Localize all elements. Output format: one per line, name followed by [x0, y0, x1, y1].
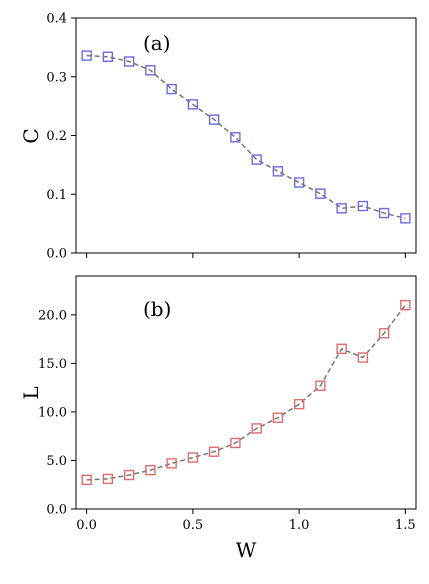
panel-label: (a)	[143, 31, 171, 55]
data-point	[272, 412, 284, 423]
data-point	[102, 51, 114, 62]
data-point	[230, 132, 241, 143]
data-point	[208, 446, 220, 457]
markers	[81, 299, 411, 486]
ticks: 0.0 0.1 0.2 0.3 0.4	[46, 12, 406, 262]
markers	[81, 50, 411, 224]
data-point	[123, 56, 135, 67]
y-axis-title: C	[19, 128, 43, 143]
panel-b: 0.0 0.5 1.0 1.5 0.0 5.0 10.0 15.0 20.0 (b) L W	[19, 275, 417, 562]
data-point	[81, 474, 92, 486]
x-tick-label: 1.0	[289, 518, 310, 533]
data-point	[187, 452, 199, 463]
data-point	[357, 200, 369, 212]
data-point	[81, 50, 92, 61]
series-line	[86, 304, 406, 481]
data-point	[230, 437, 241, 449]
data-point	[315, 380, 326, 391]
y-axis-title: L	[19, 386, 43, 399]
series-line	[86, 54, 406, 220]
y-tick-label: 0.0	[46, 247, 67, 262]
panel-label: (b)	[143, 297, 171, 321]
x-tick-label: 1.5	[395, 518, 416, 533]
x-tick-label: 0.5	[183, 518, 204, 533]
data-point	[187, 99, 199, 110]
y-tick-label: 0.1	[46, 188, 67, 203]
data-point	[123, 469, 135, 481]
data-point	[293, 398, 305, 410]
y-tick-label: 15.0	[38, 357, 67, 372]
data-point	[357, 352, 369, 363]
y-tick-label: 5.0	[46, 454, 67, 469]
data-point	[272, 166, 284, 177]
data-point	[400, 299, 411, 311]
data-point	[145, 65, 156, 76]
data-point	[400, 213, 411, 224]
data-point	[251, 423, 262, 434]
data-point	[336, 343, 347, 355]
data-point	[145, 464, 156, 476]
data-point	[378, 328, 390, 339]
data-point	[251, 154, 262, 165]
y-tick-label: 0.0	[46, 503, 67, 518]
data-point	[166, 83, 177, 95]
plot-frame	[75, 275, 417, 510]
x-axis-title: W	[236, 538, 257, 562]
panel-a: 0.0 0.1 0.2 0.3 0.4 (a) C	[19, 12, 417, 262]
y-tick-label: 20.0	[38, 308, 67, 323]
x-tick-label: 0.0	[76, 518, 97, 533]
data-point	[378, 207, 390, 219]
ticks: 0.0 0.5 1.0 1.5 0.0 5.0 10.0 15.0 20.0	[38, 308, 416, 533]
y-tick-label: 0.2	[46, 129, 67, 144]
y-tick-label: 10.0	[38, 405, 67, 420]
data-point	[336, 203, 347, 214]
data-point	[293, 177, 305, 188]
data-point	[166, 458, 177, 469]
data-point	[102, 473, 114, 485]
data-point	[208, 114, 220, 125]
plot-frame	[75, 17, 417, 254]
data-point	[315, 188, 326, 199]
y-tick-label: 0.3	[46, 70, 67, 85]
y-tick-label: 0.4	[46, 12, 67, 27]
